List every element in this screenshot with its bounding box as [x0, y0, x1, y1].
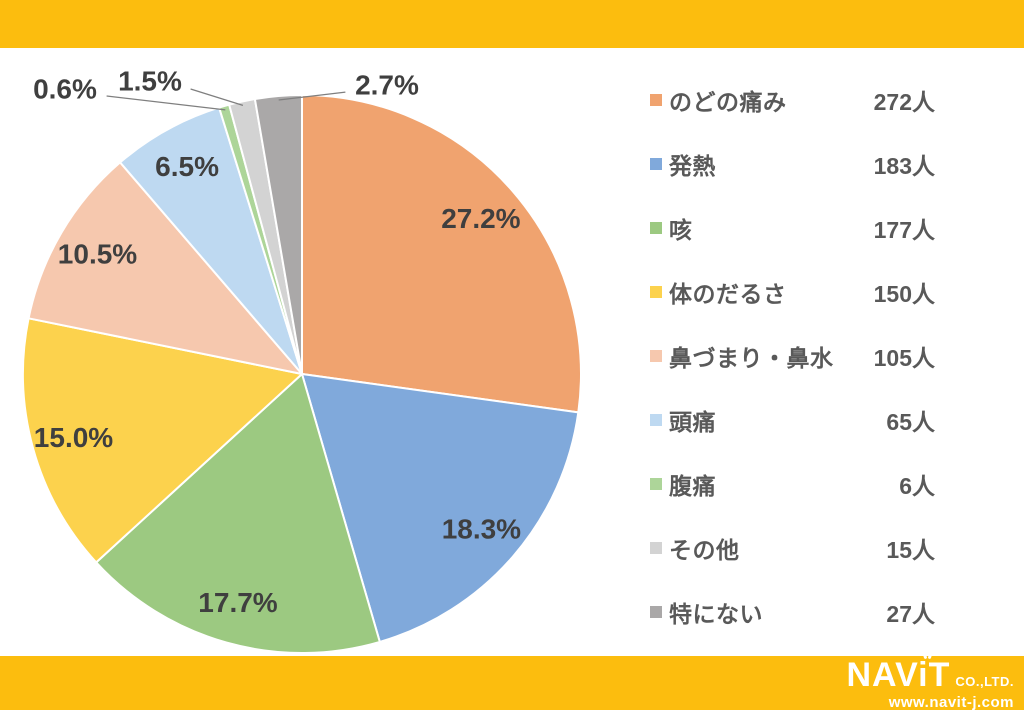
pie-percentage-label: 6.5% — [155, 151, 219, 182]
navit-logo: NAViT CO.,LTD. www.navit-j.com — [774, 658, 1014, 710]
pie-slice — [301, 94, 582, 414]
legend-count: 177人 — [873, 217, 935, 243]
legend-label: のどの痛み — [669, 89, 787, 115]
legend-item: 咳 177人 — [650, 196, 935, 260]
pie-percentage-label: 18.3% — [442, 514, 521, 545]
legend-item: 腹痛 6人 — [650, 452, 935, 516]
legend-swatch — [650, 350, 662, 362]
pie-percentage-label: 2.7% — [355, 70, 419, 101]
pie-percentage-label: 0.6% — [33, 74, 97, 105]
pie-slice — [95, 373, 381, 654]
leader-line — [190, 88, 244, 107]
pie-slice — [27, 161, 303, 375]
bottom-accent-bar — [0, 656, 1024, 710]
legend-item: 体のだるさ 150人 — [650, 260, 935, 324]
top-accent-bar — [0, 0, 1024, 48]
legend-count: 15人 — [886, 537, 935, 563]
legend-label: 咳 — [669, 217, 693, 243]
legend-swatch — [650, 286, 662, 298]
legend: のどの痛み 272人発熱 183人咳 177人体のだるさ 150人鼻づまり・鼻水 105人… — [650, 68, 935, 644]
legend-label: 体のだるさ — [669, 281, 787, 307]
legend-item: 発熱 183人 — [650, 132, 935, 196]
legend-label: 鼻づまり・鼻水 — [669, 345, 834, 371]
legend-item: 鼻づまり・鼻水 105人 — [650, 324, 935, 388]
legend-count: 105人 — [873, 345, 935, 371]
legend-count: 27人 — [886, 601, 935, 627]
logo-url: www.navit-j.com — [888, 694, 1014, 710]
legend-count: 272人 — [873, 89, 935, 115]
logo-suffix: CO.,LTD. — [955, 674, 1014, 689]
pie-slice — [301, 373, 580, 643]
logo-wordmark: NAViT CO.,LTD. — [774, 658, 1014, 692]
legend-item: その他 15人 — [650, 516, 935, 580]
legend-label: 発熱 — [669, 153, 716, 179]
legend-count: 6人 — [899, 473, 935, 499]
legend-swatch — [650, 478, 662, 490]
legend-label: 特にない — [669, 601, 763, 627]
legend-item: 頭痛 65人 — [650, 388, 935, 452]
pie-slice — [21, 317, 303, 564]
pie-percentage-label: 1.5% — [118, 66, 182, 97]
legend-swatch — [650, 606, 662, 618]
legend-swatch — [650, 414, 662, 426]
legend-label: 腹痛 — [669, 473, 716, 499]
legend-count: 150人 — [873, 281, 935, 307]
pie-percentage-label: 10.5% — [58, 238, 137, 269]
pie-percentage-label: 15.0% — [34, 422, 113, 453]
legend-label: その他 — [669, 537, 740, 563]
logo-text: NAViT — [846, 656, 951, 694]
legend-swatch — [650, 542, 662, 554]
legend-count: 183人 — [873, 153, 935, 179]
legend-swatch — [650, 158, 662, 170]
legend-swatch — [650, 222, 662, 234]
legend-item: 特にない 27人 — [650, 580, 935, 644]
pie-slice — [253, 93, 303, 375]
legend-count: 65人 — [886, 409, 935, 435]
legend-swatch — [650, 94, 662, 106]
legend-item: のどの痛み 272人 — [650, 68, 935, 132]
leader-line — [278, 91, 346, 101]
leader-line — [106, 95, 226, 111]
legend-label: 頭痛 — [669, 409, 716, 435]
pie-percentage-label: 27.2% — [441, 203, 520, 234]
pie-percentage-label: 17.7% — [198, 587, 277, 618]
